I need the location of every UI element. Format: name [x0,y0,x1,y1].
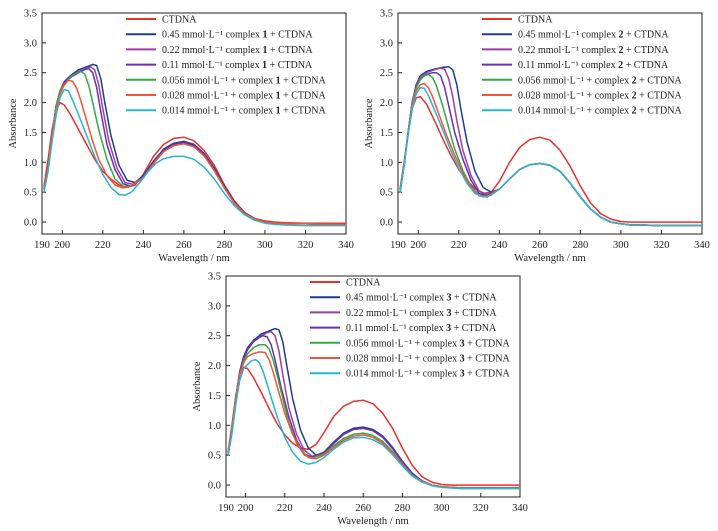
series-line-6 [43,79,346,226]
series-line-2 [227,327,520,489]
legend-label: 0.45 mmol·L⁻¹ complex 2 + CTDNA [518,30,669,41]
series-line-7 [399,86,702,227]
x-tick-label: 260 [176,240,192,251]
x-tick-label: 340 [694,240,710,251]
plot-frame [225,275,521,498]
x-tick-label: 280 [217,240,233,251]
series-line-7 [227,358,520,490]
legend-label: 0.014 mmol·L⁻¹ + complex 3 + CTDNA [346,369,510,380]
y-tick-label: 2.5 [208,331,221,342]
chart-panel-3: 190 200 220 240 260 280 300 320 340 0.0 0.5 1.0 1.5 2… [192,272,528,528]
y-tick-label: 3.5 [208,272,221,283]
y-tick-label: 2.5 [24,68,37,79]
x-tick-label: 240 [316,503,332,514]
y-tick-label: 3.5 [24,9,37,20]
y-tick-label: 1.5 [380,128,393,139]
legend-label: 0.11 mmol·L⁻¹ complex 1 + CTDNA [162,60,313,71]
legend-label: 0.014 mmol·L⁻¹ + complex 1 + CTDNA [162,106,326,117]
x-tick-label: 300 [613,240,629,251]
x-axis-title: Wavelength / nm [337,516,408,527]
x-tick-label: 260 [532,240,548,251]
y-tick-label: 2.0 [208,361,221,372]
legend-label: 0.22 mmol·L⁻¹ complex 2 + CTDNA [518,45,669,56]
x-tick-label: 320 [298,240,314,251]
plot-frame [41,12,347,235]
y-tick-label: 0.5 [380,188,393,199]
y-tick-label: 3.0 [208,301,221,312]
y-tick-label: 2.5 [380,68,393,79]
y-axis-title: Absorbance [192,361,203,411]
y-axis-title: Absorbance [364,98,375,148]
x-tick-label: 340 [338,240,354,251]
x-tick-label: 260 [355,503,371,514]
x-tick-label: 190 [218,503,234,514]
legend-label: 0.22 mmol·L⁻¹ complex 1 + CTDNA [162,45,313,56]
legend-label: 0.014 mmol·L⁻¹ + complex 2 + CTDNA [518,106,682,117]
x-tick-label: 320 [473,503,489,514]
x-tick-label: 280 [573,240,589,251]
legend-label: 0.11 mmol·L⁻¹ complex 3 + CTDNA [346,323,497,334]
y-tick-label: 3.5 [380,9,393,20]
legend-label: 0.11 mmol·L⁻¹ complex 2 + CTDNA [518,60,669,71]
x-tick-label: 300 [434,503,450,514]
legend-label: 0.45 mmol·L⁻¹ complex 3 + CTDNA [346,293,497,304]
legend-label: 0.056 mmol·L⁻¹ + complex 2 + CTDNA [518,75,682,86]
legend-label: CTDNA [518,15,553,26]
y-tick-label: 3.0 [380,38,393,49]
x-tick-label: 240 [491,240,507,251]
y-tick-label: 1.5 [24,128,37,139]
y-tick-label: 0.0 [380,218,393,229]
legend-label: 0.45 mmol·L⁻¹ complex 1 + CTDNA [162,30,313,41]
x-tick-label: 320 [654,240,670,251]
chart-panel-2: 190 200 220 240 260 280 300 320 340 0.0 0.5 1.0 1.5 2… [364,9,710,265]
series-line-1 [227,366,520,486]
y-tick-label: 0.5 [24,188,37,199]
y-tick-label: 0.0 [208,481,221,492]
legend-label: 0.056 mmol·L⁻¹ + complex 1 + CTDNA [162,75,326,86]
legend-label: CTDNA [162,15,197,26]
series-line-7 [43,88,346,227]
x-axis-title: Wavelength / nm [158,253,229,264]
y-tick-label: 0.0 [24,218,37,229]
x-tick-label: 200 [54,240,70,251]
plot-frame [397,12,703,235]
legend-label: CTDNA [346,278,381,289]
y-tick-label: 2.0 [24,98,37,109]
series-line-1 [399,95,702,223]
x-tick-label: 200 [238,503,254,514]
x-tick-label: 240 [135,240,151,251]
legend-label: 0.028 mmol·L⁻¹ + complex 2 + CTDNA [518,91,682,102]
y-tick-label: 0.5 [208,451,221,462]
legend-label: 0.028 mmol·L⁻¹ + complex 1 + CTDNA [162,91,326,102]
y-tick-label: 1.0 [208,421,221,432]
x-tick-label: 200 [410,240,426,251]
legend-label: 0.056 mmol·L⁻¹ + complex 3 + CTDNA [346,338,510,349]
x-tick-label: 190 [390,240,406,251]
legend-label: 0.028 mmol·L⁻¹ + complex 3 + CTDNA [346,354,510,365]
chart-panel-1: 190 200 220 240 260 280 300 320 340 0.0 0.5 1.0 1.5 2… [8,9,354,265]
x-tick-label: 220 [277,503,293,514]
x-tick-label: 220 [451,240,467,251]
legend-label: 0.22 mmol·L⁻¹ complex 3 + CTDNA [346,308,497,319]
x-tick-label: 280 [395,503,411,514]
x-tick-label: 300 [257,240,273,251]
y-axis-title: Absorbance [8,98,19,148]
y-tick-label: 1.0 [24,158,37,169]
x-axis-title: Wavelength / nm [514,253,585,264]
series-line-1 [43,101,346,224]
y-tick-label: 1.0 [380,158,393,169]
y-tick-label: 2.0 [380,98,393,109]
x-tick-label: 220 [95,240,111,251]
y-tick-label: 3.0 [24,38,37,49]
x-tick-label: 190 [34,240,50,251]
y-tick-label: 1.5 [208,391,221,402]
x-tick-label: 340 [512,503,528,514]
